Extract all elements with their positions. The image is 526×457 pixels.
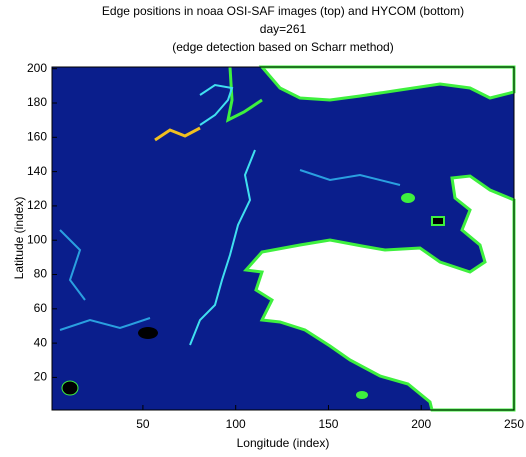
y-tick-label: 140 — [27, 164, 47, 178]
y-tick-label: 100 — [27, 232, 47, 246]
edge — [189, 149, 256, 346]
y-tick-label: 20 — [34, 370, 48, 384]
edge — [154, 126, 201, 142]
y-tick-label: 60 — [34, 301, 48, 315]
blob — [401, 193, 415, 203]
blob — [61, 380, 79, 396]
chart-subtitle: day=261 — [260, 22, 307, 36]
y-axis-label: Latitude (index) — [12, 197, 26, 280]
x-axis-label: Longitude (index) — [237, 436, 330, 450]
x-tick-label: 200 — [411, 417, 431, 431]
chart-note: (edge detection based on Scharr method) — [172, 40, 393, 54]
x-tick-label: 100 — [226, 417, 246, 431]
blob — [356, 391, 368, 399]
edge — [299, 169, 401, 186]
y-tick-label: 160 — [27, 129, 47, 143]
y-tick-label: 180 — [27, 95, 47, 109]
y-tick-label: 80 — [34, 267, 48, 281]
x-tick-label: 50 — [136, 417, 150, 431]
chart-title: Edge positions in noaa OSI-SAF images (t… — [102, 4, 464, 18]
edge — [59, 229, 86, 301]
y-tick-label: 200 — [27, 61, 47, 75]
x-tick-label: 250 — [504, 417, 524, 431]
x-tick-label: 150 — [318, 417, 338, 431]
land-south — [242, 174, 516, 412]
edge — [199, 83, 234, 126]
edge — [59, 317, 151, 331]
blob — [431, 216, 445, 226]
blob — [138, 327, 158, 339]
y-tick-label: 40 — [34, 335, 48, 349]
plot-frame — [51, 66, 515, 411]
image-content — [52, 65, 516, 412]
y-tick-label: 120 — [27, 198, 47, 212]
